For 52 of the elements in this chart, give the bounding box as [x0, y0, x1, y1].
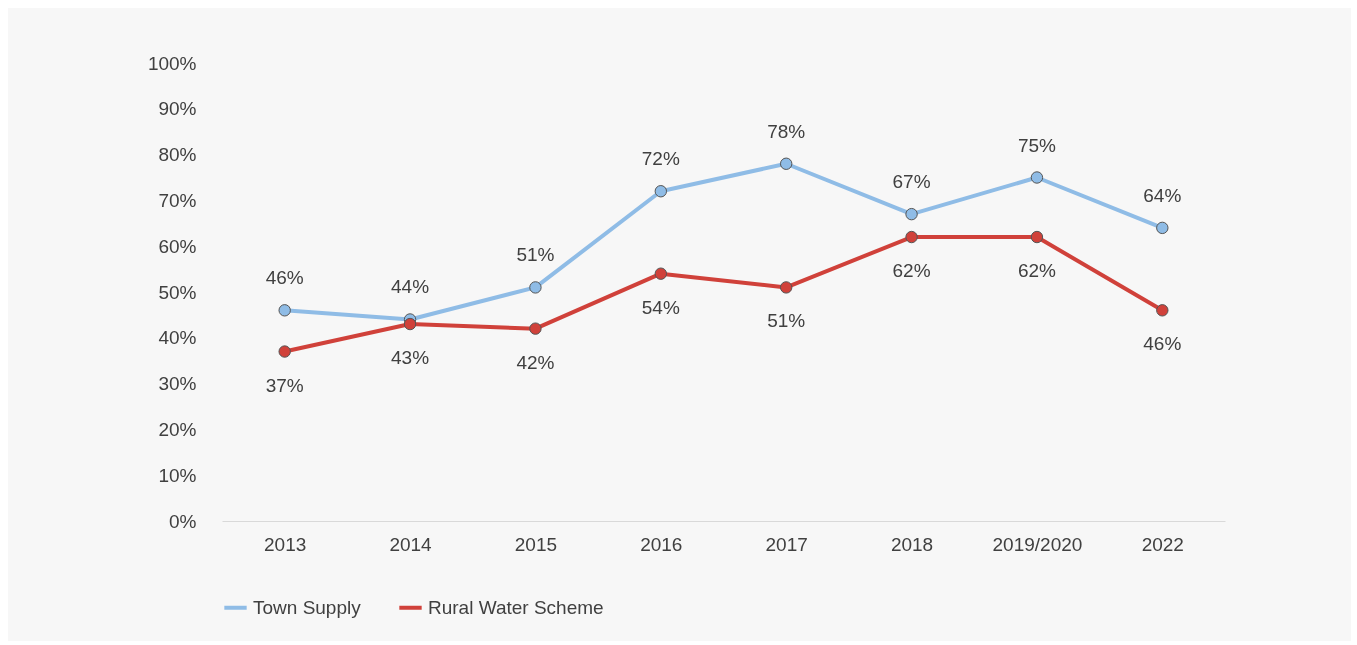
data-label: 42%	[516, 351, 555, 373]
data-label: 75%	[1017, 134, 1057, 156]
point	[654, 185, 668, 198]
data-label: 72%	[641, 148, 680, 170]
point	[278, 345, 291, 358]
y-tick-label: 40%	[158, 327, 197, 349]
y-tick-label: 30%	[158, 373, 197, 395]
y-tick-label: 0%	[169, 510, 197, 532]
point	[1030, 171, 1044, 184]
x-tick-label: 2018	[890, 533, 934, 555]
point	[905, 207, 918, 221]
y-tick-label: 80%	[158, 144, 197, 166]
data-label: 51%	[516, 244, 555, 266]
y-tick-label: 50%	[158, 281, 197, 303]
data-label: 44%	[391, 276, 430, 298]
point	[779, 157, 793, 170]
x-tick-label: 2013	[264, 533, 307, 555]
point	[654, 267, 668, 280]
data-label: 46%	[1143, 333, 1182, 355]
point	[905, 230, 918, 244]
legend-label: Town Supply	[253, 596, 362, 618]
data-label: 67%	[892, 171, 931, 193]
x-tick-label: 2019/2020	[992, 533, 1083, 555]
point	[529, 281, 542, 294]
data-label: 51%	[767, 310, 806, 332]
y-tick-label: 100%	[147, 52, 197, 74]
data-label: 64%	[1143, 184, 1182, 206]
y-tick-label: 20%	[158, 418, 197, 440]
x-tick-label: 2017	[765, 533, 808, 555]
data-label: 43%	[391, 347, 430, 369]
data-label: 46%	[265, 267, 304, 289]
point	[1156, 221, 1169, 235]
y-tick-label: 10%	[158, 464, 197, 486]
y-tick-label: 70%	[158, 189, 197, 211]
point	[529, 322, 542, 335]
legend-label: Rural Water Scheme	[428, 596, 604, 618]
data-label: 62%	[892, 260, 931, 282]
x-tick-label: 2015	[514, 533, 558, 555]
y-tick-label: 90%	[158, 98, 197, 120]
x-tick-label: 2022	[1141, 533, 1184, 555]
point	[278, 304, 291, 317]
point	[1156, 304, 1169, 317]
data-label: 37%	[265, 374, 304, 396]
x-tick-label: 2014	[389, 533, 433, 555]
point	[403, 317, 417, 331]
y-tick-label: 60%	[158, 235, 197, 257]
data-label: 62%	[1017, 260, 1057, 282]
x-tick-label: 2016	[640, 533, 683, 555]
point	[779, 281, 793, 294]
data-label: 54%	[641, 296, 680, 318]
data-label: 78%	[767, 120, 806, 142]
point	[1030, 230, 1044, 244]
